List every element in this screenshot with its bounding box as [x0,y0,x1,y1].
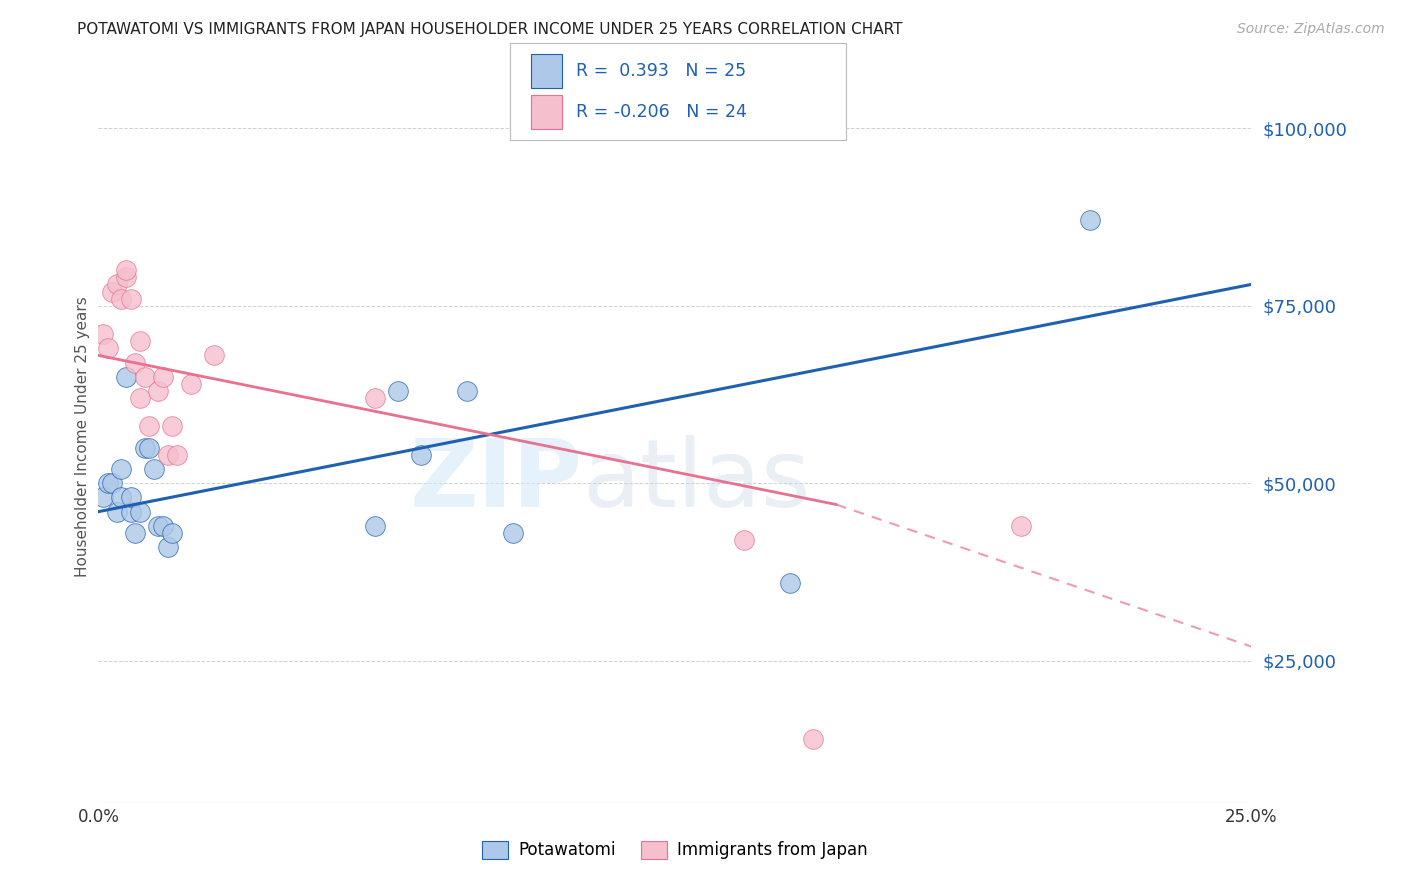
Point [124,355,146,369]
Point [97,476,120,491]
Text: R =  0.393   N = 25: R = 0.393 N = 25 [576,62,747,79]
Point [105,505,128,519]
Point [1010,519,1032,533]
Point [91,327,114,342]
Point [166,448,188,462]
Text: ZIP: ZIP [409,435,582,527]
Point [101,476,124,491]
Point [115,369,138,384]
Point [142,462,165,476]
Point [779,575,801,590]
Text: Source: ZipAtlas.com: Source: ZipAtlas.com [1237,22,1385,37]
Point [91,491,114,505]
Point [364,519,387,533]
Point [97,341,120,355]
Point [110,491,132,505]
Point [733,533,755,547]
Point [202,348,225,362]
Point [110,462,132,476]
Point [134,369,156,384]
Point [148,384,170,398]
Text: atlas: atlas [582,435,811,527]
Point [152,519,174,533]
Point [411,448,433,462]
Point [456,384,478,398]
Point [156,540,179,554]
Point [148,519,170,533]
Text: POTAWATOMI VS IMMIGRANTS FROM JAPAN HOUSEHOLDER INCOME UNDER 25 YEARS CORRELATIO: POTAWATOMI VS IMMIGRANTS FROM JAPAN HOUS… [77,22,903,37]
Point [129,391,152,405]
Point [1078,213,1101,227]
Point [115,263,138,277]
Point [156,448,179,462]
Point [502,525,524,540]
Point [138,441,160,455]
Point [120,491,142,505]
Point [160,525,183,540]
Point [115,270,138,285]
Point [129,505,152,519]
Point [801,731,824,746]
Point [124,525,146,540]
Legend: Potawatomi, Immigrants from Japan: Potawatomi, Immigrants from Japan [474,832,876,868]
Text: R = -0.206   N = 24: R = -0.206 N = 24 [576,103,748,121]
Point [364,391,387,405]
Point [101,285,124,299]
Point [129,334,152,349]
Point [110,292,132,306]
Point [105,277,128,292]
Point [152,369,174,384]
Point [120,505,142,519]
Point [134,441,156,455]
Point [138,419,160,434]
Point [387,384,409,398]
Point [120,292,142,306]
Point [160,419,183,434]
Y-axis label: Householder Income Under 25 years: Householder Income Under 25 years [75,297,90,577]
Point [180,376,202,391]
